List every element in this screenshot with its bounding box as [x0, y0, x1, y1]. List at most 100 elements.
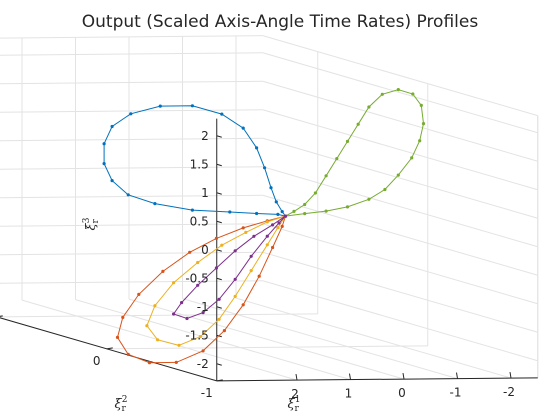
grid-line-y-floor — [0, 313, 318, 318]
data-point — [255, 211, 259, 216]
x-tick-label: 0 — [398, 386, 406, 400]
z-tick-mark — [216, 277, 222, 281]
x-axis-line — [216, 377, 538, 382]
y-tick-label: -1 — [201, 386, 213, 400]
z-tick-mark — [216, 220, 222, 224]
data-point — [292, 209, 296, 213]
data-point — [201, 349, 205, 353]
x-axis-label-sup: 1 — [295, 395, 301, 405]
data-point — [153, 202, 157, 206]
data-point — [411, 92, 415, 96]
z-axis-label: ξ̇3r — [82, 217, 101, 230]
series-3 — [115, 214, 287, 365]
series-line — [285, 89, 425, 217]
data-point — [383, 187, 387, 192]
x-tick-mark — [349, 373, 351, 380]
data-point — [367, 197, 371, 201]
z-tick-mark — [216, 249, 222, 252]
z-tick-label: -1.5 — [185, 328, 208, 342]
data-point — [303, 202, 307, 207]
z-tick-label: -2 — [197, 357, 209, 371]
data-point — [185, 316, 189, 321]
z-tick-label: 1.5 — [190, 157, 209, 171]
data-point — [217, 317, 221, 321]
data-point — [129, 112, 133, 116]
series-line — [103, 105, 286, 217]
grid-line-z-back — [0, 223, 263, 227]
data-point — [367, 105, 371, 109]
data-point — [419, 103, 423, 107]
data-point — [177, 343, 181, 347]
data-point — [110, 179, 114, 183]
grid-line-z-back — [0, 137, 263, 142]
grid-line-x-floor — [75, 299, 351, 381]
x-axis-label: ξ̇1 r — [288, 395, 301, 414]
grid-line-z-side — [262, 194, 538, 276]
data-point — [158, 104, 162, 108]
data-point — [303, 212, 307, 216]
data-point — [249, 269, 253, 273]
grid-line-z-side — [262, 137, 538, 219]
data-point — [161, 269, 165, 273]
grid-line-z-side — [262, 251, 538, 333]
data-point — [265, 243, 269, 247]
data-point — [255, 146, 259, 150]
data-point — [190, 208, 194, 212]
z-tick-mark — [216, 163, 222, 167]
data-point — [196, 283, 200, 287]
grid-line-z-side — [262, 52, 538, 134]
data-point — [345, 139, 350, 143]
z-tick-label: -0.5 — [185, 271, 208, 285]
grid-line-z-back — [0, 251, 263, 256]
data-point — [280, 224, 284, 228]
grid-line-x-floor — [235, 297, 512, 379]
grid-line-z-side — [262, 223, 538, 305]
data-point — [265, 234, 269, 238]
z-tick-mark — [216, 192, 222, 195]
series-5 — [172, 214, 287, 321]
data-point — [276, 212, 280, 216]
grid-line-z-back — [0, 280, 263, 284]
z-axis-label-base: ξ̇ — [84, 222, 99, 230]
data-point — [269, 186, 273, 190]
data-point — [252, 234, 256, 238]
grid-line-z-side — [262, 80, 538, 162]
box-edge — [0, 35, 263, 39]
data-point — [313, 191, 317, 195]
x-tick-label: -2 — [503, 385, 515, 399]
data-point — [418, 139, 422, 143]
y-tick-mark — [216, 379, 223, 382]
data-point — [217, 297, 221, 301]
data-point — [172, 312, 176, 316]
z-tick-label: -1 — [197, 300, 209, 314]
z-axis-label-sup: 3 — [82, 217, 92, 223]
y-tick-label: 0 — [93, 354, 101, 368]
x-axis-label-base: ξ̇ — [288, 397, 296, 412]
data-point — [410, 156, 414, 160]
data-point — [156, 338, 160, 342]
x-tick-mark — [295, 374, 298, 381]
data-point — [214, 236, 218, 240]
data-point — [126, 193, 130, 197]
data-point — [121, 315, 125, 319]
z-axis-label-sub: r — [91, 219, 101, 224]
grid-lines — [0, 35, 539, 382]
data-point — [280, 210, 284, 214]
data-point — [172, 281, 176, 285]
data-point — [110, 124, 114, 129]
x-tick-label: 1 — [345, 387, 353, 401]
data-point — [396, 173, 400, 177]
y-tick-mark — [106, 347, 113, 350]
data-point — [174, 360, 178, 364]
data-point — [244, 230, 248, 234]
data-point — [190, 104, 194, 108]
data-point — [274, 200, 278, 204]
data-point — [233, 294, 237, 298]
data-point — [180, 301, 184, 305]
series-1 — [102, 104, 287, 218]
data-point — [153, 304, 157, 308]
y-axis-label-base: ξ̇ — [115, 397, 123, 412]
data-point — [335, 157, 339, 161]
